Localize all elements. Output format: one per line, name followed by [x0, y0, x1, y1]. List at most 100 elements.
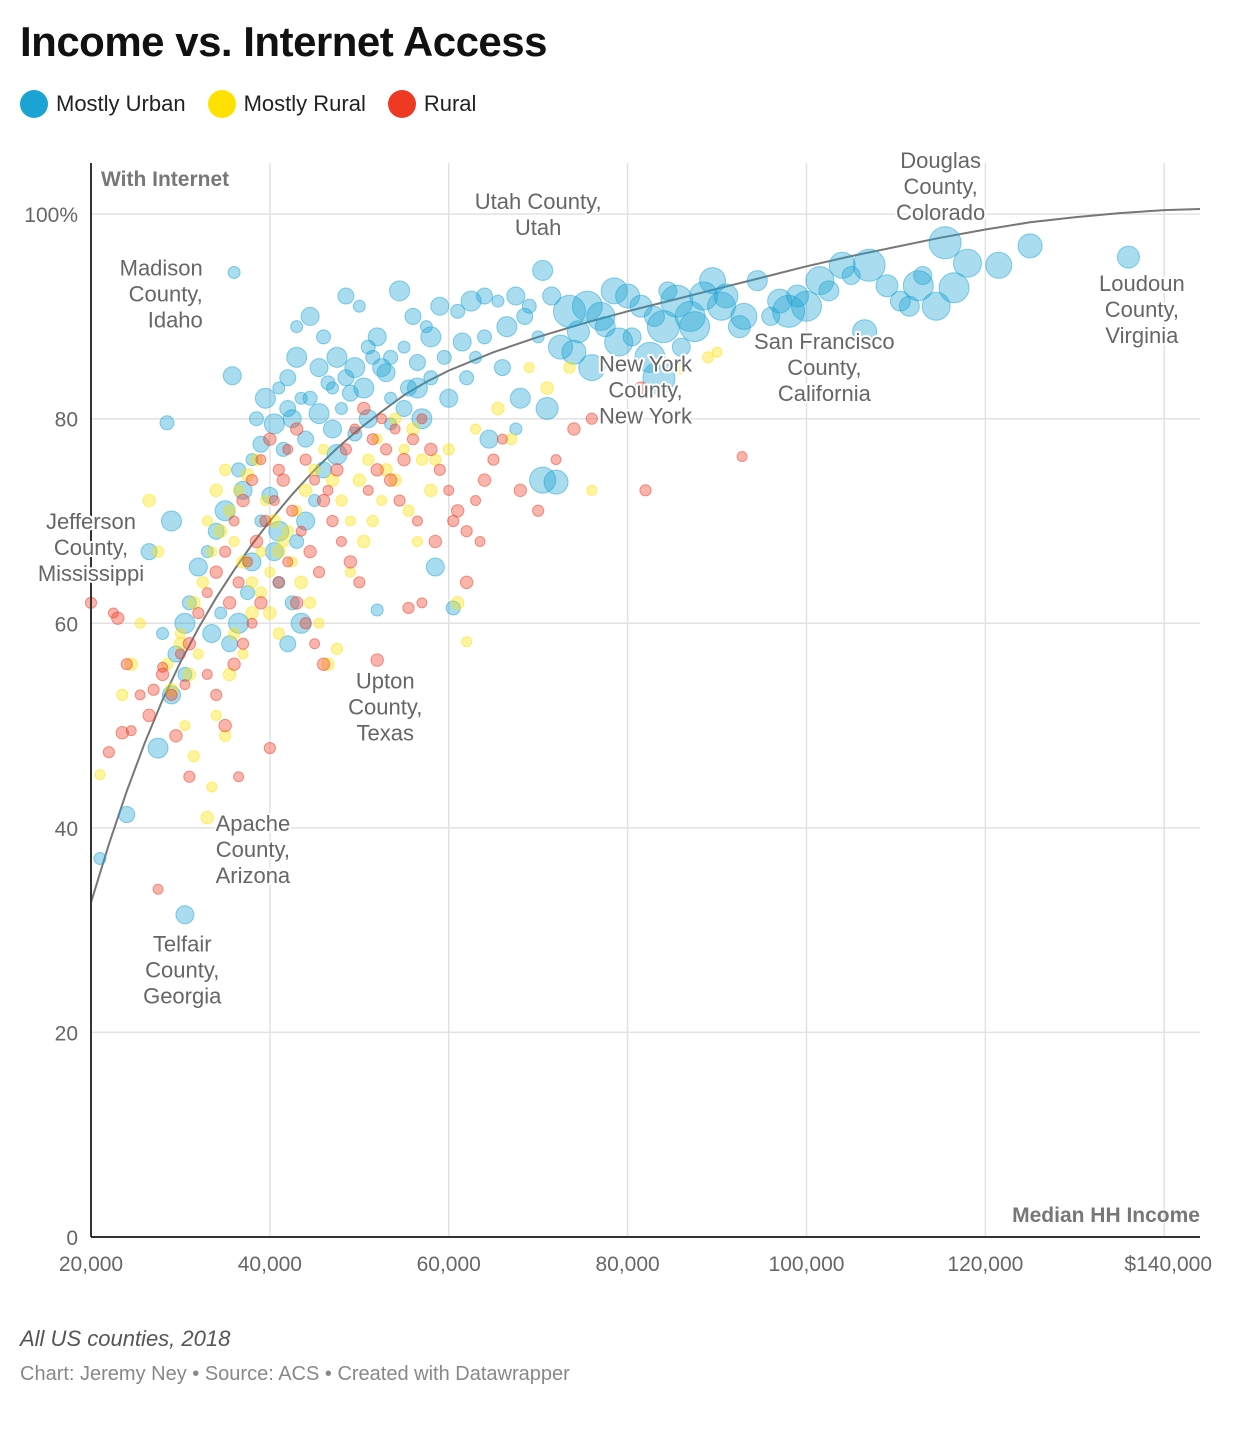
data-point[interactable] [286, 556, 298, 568]
data-point[interactable] [395, 399, 413, 417]
data-point[interactable] [242, 556, 254, 568]
data-point[interactable] [304, 596, 317, 609]
data-point[interactable] [272, 627, 285, 640]
data-point[interactable] [134, 689, 146, 701]
data-point[interactable] [169, 729, 183, 743]
data-point[interactable] [308, 463, 321, 476]
data-point[interactable] [276, 473, 290, 487]
data-point[interactable] [506, 286, 526, 306]
data-point[interactable] [152, 883, 164, 895]
data-point[interactable] [477, 329, 493, 345]
data-point[interactable] [629, 294, 653, 318]
data-point[interactable] [290, 596, 304, 610]
data-point[interactable] [142, 708, 156, 723]
data-point[interactable] [594, 316, 616, 338]
data-point[interactable] [902, 270, 934, 302]
data-point[interactable] [428, 534, 443, 549]
data-point[interactable] [107, 607, 119, 619]
data-point[interactable] [187, 750, 200, 763]
data-point[interactable] [370, 603, 384, 617]
data-point[interactable] [727, 315, 751, 339]
data-point[interactable] [523, 362, 535, 374]
data-point[interactable] [416, 413, 428, 425]
data-point[interactable] [248, 411, 264, 427]
data-point[interactable] [284, 595, 300, 611]
data-point[interactable] [450, 596, 465, 610]
data-point[interactable] [352, 473, 367, 487]
data-point[interactable] [442, 443, 455, 456]
data-point[interactable] [290, 320, 304, 334]
data-point[interactable] [259, 495, 271, 507]
data-point[interactable] [264, 542, 284, 562]
data-point[interactable] [222, 596, 237, 610]
data-point[interactable] [357, 534, 371, 549]
data-point[interactable] [321, 657, 335, 671]
data-point[interactable] [362, 484, 374, 496]
data-point[interactable] [174, 648, 186, 660]
data-point[interactable] [563, 361, 576, 374]
data-point[interactable] [415, 453, 429, 466]
data-point[interactable] [341, 384, 359, 402]
data-point[interactable] [818, 280, 840, 302]
data-point[interactable] [479, 429, 499, 449]
data-point[interactable] [231, 462, 247, 478]
data-point[interactable] [469, 350, 483, 364]
data-point[interactable] [542, 286, 562, 306]
data-point[interactable] [370, 463, 384, 477]
data-point[interactable] [263, 432, 277, 446]
data-point[interactable] [213, 524, 228, 538]
data-point[interactable] [353, 576, 366, 589]
data-point[interactable] [268, 495, 280, 507]
data-point[interactable] [406, 433, 420, 446]
data-point[interactable] [254, 596, 268, 610]
data-point[interactable] [360, 339, 376, 355]
data-point[interactable] [263, 606, 277, 620]
data-point[interactable] [460, 525, 473, 538]
data-point[interactable] [604, 327, 634, 357]
data-point[interactable] [289, 533, 305, 549]
data-point[interactable] [540, 381, 554, 395]
data-point[interactable] [179, 679, 191, 691]
data-point[interactable] [689, 281, 719, 311]
data-point[interactable] [286, 346, 308, 368]
data-point[interactable] [344, 357, 366, 379]
data-point[interactable] [209, 565, 223, 579]
data-point[interactable] [425, 557, 445, 577]
data-point[interactable] [600, 277, 628, 305]
data-point[interactable] [389, 423, 401, 435]
data-point[interactable] [889, 290, 911, 312]
data-point[interactable] [281, 525, 294, 538]
data-point[interactable] [267, 514, 282, 528]
data-point[interactable] [291, 505, 303, 517]
data-point[interactable] [397, 340, 411, 354]
data-point[interactable] [134, 617, 146, 629]
data-point[interactable] [430, 296, 450, 316]
data-point[interactable] [111, 611, 125, 625]
data-point[interactable] [985, 251, 1013, 279]
data-point[interactable] [366, 514, 379, 528]
data-point[interactable] [370, 653, 384, 667]
data-point[interactable] [548, 334, 574, 360]
data-point[interactable] [188, 557, 208, 577]
data-point[interactable] [245, 473, 259, 487]
data-point[interactable] [252, 435, 270, 453]
data-point[interactable] [928, 226, 962, 260]
data-point[interactable] [371, 433, 383, 445]
data-point[interactable] [206, 781, 218, 793]
data-point[interactable] [214, 606, 228, 620]
data-point[interactable] [343, 555, 358, 569]
data-point[interactable] [300, 306, 320, 326]
data-point[interactable] [290, 422, 304, 436]
data-point[interactable] [349, 423, 361, 435]
data-point[interactable] [344, 515, 356, 527]
data-point[interactable] [272, 576, 285, 589]
data-point[interactable] [254, 387, 276, 409]
data-point[interactable] [227, 627, 241, 640]
data-point[interactable] [362, 453, 375, 466]
data-point[interactable] [299, 617, 312, 630]
data-point[interactable] [408, 353, 426, 371]
data-point[interactable] [232, 576, 245, 589]
data-point[interactable] [160, 510, 182, 532]
data-point[interactable] [302, 390, 318, 406]
data-point[interactable] [201, 587, 213, 599]
